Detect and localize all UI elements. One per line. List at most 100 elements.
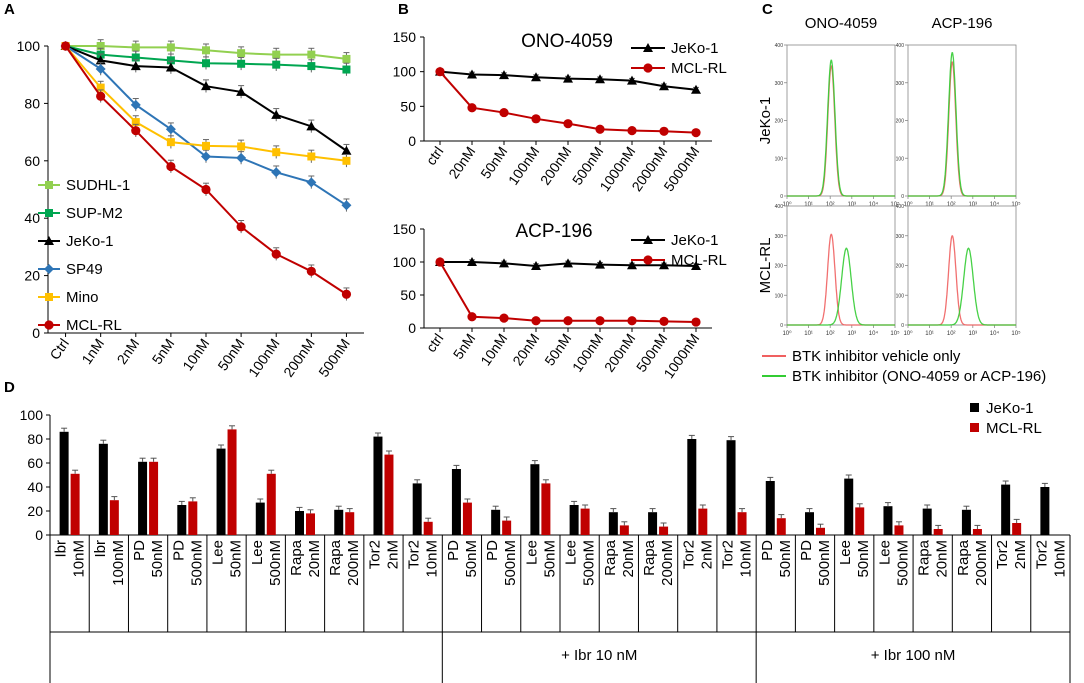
bar-group-tor2-10nm xyxy=(726,436,747,535)
x-tick-label: 50nM xyxy=(541,331,574,369)
x-tick-label: 20nM xyxy=(445,144,478,182)
y-tick-label: 0 xyxy=(901,194,904,200)
bar-group-pd-500nm xyxy=(491,505,512,535)
category-drug-label: Tor2 xyxy=(366,540,383,569)
bar-mclrl xyxy=(70,473,80,535)
category-drug-label: Tor2 xyxy=(720,540,737,569)
data-point-jeko-1 xyxy=(130,61,141,71)
data-point-mcl-rl xyxy=(659,316,669,326)
bar-group-tor2-10nm xyxy=(412,479,433,535)
x-tick-label: 10⁵ xyxy=(1011,330,1021,337)
column-title-ono-4059: ONO-4059 xyxy=(805,15,878,32)
y-tick-label: 50 xyxy=(400,98,416,114)
bar-jeko1 xyxy=(883,506,893,535)
legend-marker-jeko-1 xyxy=(44,236,54,245)
bar-jeko1 xyxy=(138,461,148,535)
bar-mclrl xyxy=(462,502,472,535)
x-tick-label: 10¹ xyxy=(925,331,934,337)
bar-group-tor2-2nm xyxy=(1001,480,1022,535)
bar-group-rapa-200nm xyxy=(334,505,355,535)
data-point-mcl-rl xyxy=(531,114,541,124)
data-point-jeko-1 xyxy=(627,75,637,85)
y-tick-label: 0 xyxy=(780,194,783,200)
bar-group-rapa-20nm xyxy=(295,506,315,535)
x-tick-label: 10⁰ xyxy=(903,330,913,337)
panel-a-line-chart: 0 20 40 60 80 100 Ctrl 1nM 2nM 5nM 10nM 50nM100nM20… xyxy=(17,38,364,380)
y-tick-label: 0 xyxy=(35,527,43,543)
y-tick-label: 300 xyxy=(775,81,784,87)
legend-swatch-jeko-1 xyxy=(970,403,979,412)
data-point-sudhl-1 xyxy=(166,43,175,52)
series-jeko-1 xyxy=(435,66,701,94)
legend-marker-sp49 xyxy=(44,264,54,274)
category-drug-label: Rapa xyxy=(288,539,305,576)
category-drug-label: Rapa xyxy=(641,539,658,576)
y-tick-label: 200 xyxy=(896,264,905,270)
bar-jeko1 xyxy=(216,448,226,535)
bar-group-pd-500nm xyxy=(805,508,825,535)
data-point-sup-m2 xyxy=(272,60,281,69)
bar-mclrl xyxy=(384,454,394,535)
y-tick-label: 60 xyxy=(24,153,40,169)
bar-mclrl xyxy=(541,483,551,535)
bar-mclrl xyxy=(894,525,904,535)
x-tick-label: 10² xyxy=(947,202,956,208)
data-point-jeko-1 xyxy=(659,260,669,270)
data-point-sup-m2 xyxy=(342,65,351,74)
bar-mclrl xyxy=(776,518,786,535)
bar-jeko1 xyxy=(412,483,422,535)
data-point-jeko-1 xyxy=(201,81,211,91)
y-tick-label: 40 xyxy=(24,210,40,226)
series-mcl-rl xyxy=(60,41,352,301)
category-dose-label: 10nM xyxy=(424,540,441,578)
y-tick-label: 200 xyxy=(775,264,784,270)
bar-group-lee-50nm xyxy=(844,474,865,535)
bar-jeko1 xyxy=(373,436,383,535)
data-point-mino xyxy=(342,156,351,165)
row-label-mcl-rl: MCL-RL xyxy=(757,238,774,294)
category-dose-label: 200nM xyxy=(659,540,676,586)
series-mcl-rl xyxy=(435,257,701,327)
data-point-jeko-1 xyxy=(659,81,669,91)
data-point-sp49 xyxy=(236,152,247,163)
bar-jeko1 xyxy=(451,469,461,535)
data-point-mcl-rl xyxy=(691,128,701,138)
category-dose-label: 500nM xyxy=(581,540,598,586)
x-tick-label: 10³ xyxy=(847,202,856,208)
y-tick-label: 80 xyxy=(24,95,40,111)
bar-group-ibr-100nm xyxy=(98,439,119,535)
data-point-jeko-1 xyxy=(467,257,477,266)
category-dose-label: 50nM xyxy=(228,540,245,578)
data-point-sup-m2 xyxy=(166,56,175,65)
y-tick-label: 100 xyxy=(20,407,44,423)
bar-group-pd-50nm xyxy=(138,457,159,535)
x-tick-label: 200nM xyxy=(537,144,575,188)
x-tick-label: 10⁰ xyxy=(903,201,913,208)
data-point-mcl-rl xyxy=(563,119,573,129)
category-drug-label: Ibr xyxy=(92,540,109,558)
data-point-mcl-rl xyxy=(306,266,316,276)
category-dose-label: 50nM xyxy=(149,540,166,578)
y-tick-label: 40 xyxy=(27,479,43,495)
category-drug-label: PD xyxy=(798,540,815,561)
bar-group-pd-50nm xyxy=(451,464,472,535)
category-dose-label: 50nM xyxy=(463,540,480,578)
x-tick-label: 1nM xyxy=(78,336,107,367)
data-point-jeko-1 xyxy=(531,260,541,270)
category-drug-label: Ibr xyxy=(53,540,70,558)
bar-group-lee-500nm xyxy=(883,502,904,535)
data-point-mcl-rl xyxy=(499,107,509,118)
x-tick-label: 200nM xyxy=(601,331,639,375)
x-tick-label: 10¹ xyxy=(804,331,813,337)
category-drug-label: Lee xyxy=(249,540,266,565)
category-dose-label: 2nM xyxy=(1012,540,1029,569)
bar-jeko1 xyxy=(805,512,814,535)
data-point-mcl-rl xyxy=(627,126,637,136)
data-point-jeko-1 xyxy=(306,121,317,131)
histogram-frame xyxy=(786,44,896,197)
legend-marker-mino xyxy=(45,293,53,301)
group-label-ibr-10-nm: + Ibr 10 nM xyxy=(561,647,637,664)
x-tick-label: 100nM xyxy=(505,144,543,188)
data-point-jeko-1 xyxy=(467,69,477,79)
